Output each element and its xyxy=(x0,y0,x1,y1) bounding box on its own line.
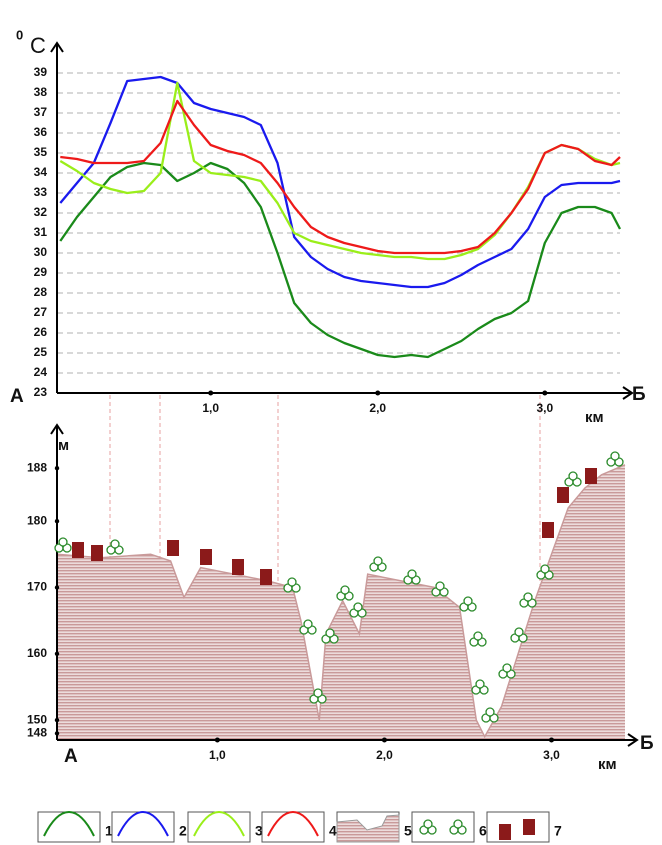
tree-icon xyxy=(58,537,68,547)
tree-icon xyxy=(453,819,463,829)
legend-swatch xyxy=(267,811,319,837)
temperature-line xyxy=(59,75,621,289)
tree-icon xyxy=(303,619,313,629)
y-tick-label: 23 xyxy=(34,385,48,399)
tree-icon xyxy=(485,707,495,717)
axis-arrow xyxy=(627,733,639,747)
x-tick-label: 3,0 xyxy=(543,748,560,762)
legend-label: 7 xyxy=(554,823,562,839)
legend-swatch xyxy=(193,811,245,837)
building-icon xyxy=(91,545,103,561)
y-tick-label: 32 xyxy=(34,205,48,219)
x-tick-label: 3,0 xyxy=(536,401,553,415)
y-tick-label: 25 xyxy=(34,345,48,359)
building-icon xyxy=(72,542,84,558)
tree-icon xyxy=(373,556,383,566)
x-axis-label: км xyxy=(585,409,604,426)
y-tick-label: 37 xyxy=(34,105,48,119)
terrain-area xyxy=(57,464,625,740)
end-label: Б xyxy=(640,733,654,754)
legend-box xyxy=(187,811,251,843)
legend-box xyxy=(37,811,101,843)
tree-icon xyxy=(473,631,483,641)
y-axis-label: С xyxy=(30,33,46,58)
legend-swatch xyxy=(336,814,400,843)
legend-label: 6 xyxy=(479,823,487,839)
legend-label: 3 xyxy=(255,823,263,839)
tree-icon xyxy=(540,564,550,574)
start-label: А xyxy=(10,386,24,407)
building-icon xyxy=(585,468,597,484)
tree-icon xyxy=(435,581,445,591)
tree-icon xyxy=(610,451,620,461)
building-icon xyxy=(260,569,272,585)
building-icon xyxy=(557,487,569,503)
temperature-line xyxy=(60,99,621,255)
y-axis-label: м xyxy=(58,437,69,454)
y-tick-label: 36 xyxy=(34,125,48,139)
building-icon xyxy=(499,824,511,840)
legend-label: 5 xyxy=(404,823,412,839)
building-icon xyxy=(200,549,212,565)
y-tick-label: 39 xyxy=(34,65,48,79)
tree-icon xyxy=(475,679,485,689)
tree-icon xyxy=(340,585,350,595)
axis-arrow xyxy=(50,423,64,435)
tree-icon xyxy=(463,596,473,606)
y-tick-label: 26 xyxy=(34,325,48,339)
legend-label: 1 xyxy=(105,823,113,839)
tree-icon xyxy=(502,663,512,673)
tree-icon xyxy=(110,539,120,549)
building-icon xyxy=(232,559,244,575)
x-tick-label: 1,0 xyxy=(202,401,219,415)
tree-icon xyxy=(287,577,297,587)
tree-icon xyxy=(353,602,363,612)
building-icon xyxy=(523,819,535,835)
legend-swatch xyxy=(43,811,95,837)
y-tick-label: 24 xyxy=(34,365,48,379)
y-tick-label: 160 xyxy=(27,646,47,660)
tree-icon xyxy=(423,819,433,829)
y-tick-label: 170 xyxy=(27,580,47,594)
x-axis-label: км xyxy=(598,756,617,773)
x-tick-label: 2,0 xyxy=(376,748,393,762)
tree-icon xyxy=(523,592,533,602)
tree-icon xyxy=(568,471,578,481)
y-tick-label: 30 xyxy=(34,245,48,259)
y-tick-label: 35 xyxy=(34,145,48,159)
y-tick-label: 27 xyxy=(34,305,48,319)
x-tick-label: 1,0 xyxy=(209,748,226,762)
y-tick-label: 180 xyxy=(27,513,47,527)
legend-label: 4 xyxy=(329,823,337,839)
building-icon xyxy=(167,540,179,556)
legend-box xyxy=(261,811,325,843)
legend-swatch xyxy=(117,811,169,837)
tree-icon xyxy=(325,628,335,638)
y-tick-label: 38 xyxy=(34,85,48,99)
y-tick-label: 148 xyxy=(27,726,47,740)
axis-arrow xyxy=(50,41,64,53)
tree-icon xyxy=(313,688,323,698)
axis-arrow xyxy=(622,386,634,400)
tree-icon xyxy=(514,627,524,637)
tree-icon xyxy=(407,569,417,579)
start-label: А xyxy=(64,746,78,767)
temperature-line xyxy=(59,161,622,359)
y-tick-label: 188 xyxy=(27,460,47,474)
y-tick-label: 150 xyxy=(27,712,47,726)
y-tick-label: 29 xyxy=(34,265,48,279)
x-tick-label: 2,0 xyxy=(369,401,386,415)
y-tick-label: 31 xyxy=(34,225,48,239)
building-icon xyxy=(542,522,554,538)
y-tick-label: 33 xyxy=(34,185,48,199)
unit-superscript: 0 xyxy=(16,27,23,42)
legend-label: 2 xyxy=(179,823,187,839)
y-tick-label: 34 xyxy=(34,165,48,179)
y-tick-label: 28 xyxy=(34,285,48,299)
end-label: Б xyxy=(632,384,646,405)
legend-box xyxy=(111,811,175,843)
legend-box xyxy=(486,811,550,843)
